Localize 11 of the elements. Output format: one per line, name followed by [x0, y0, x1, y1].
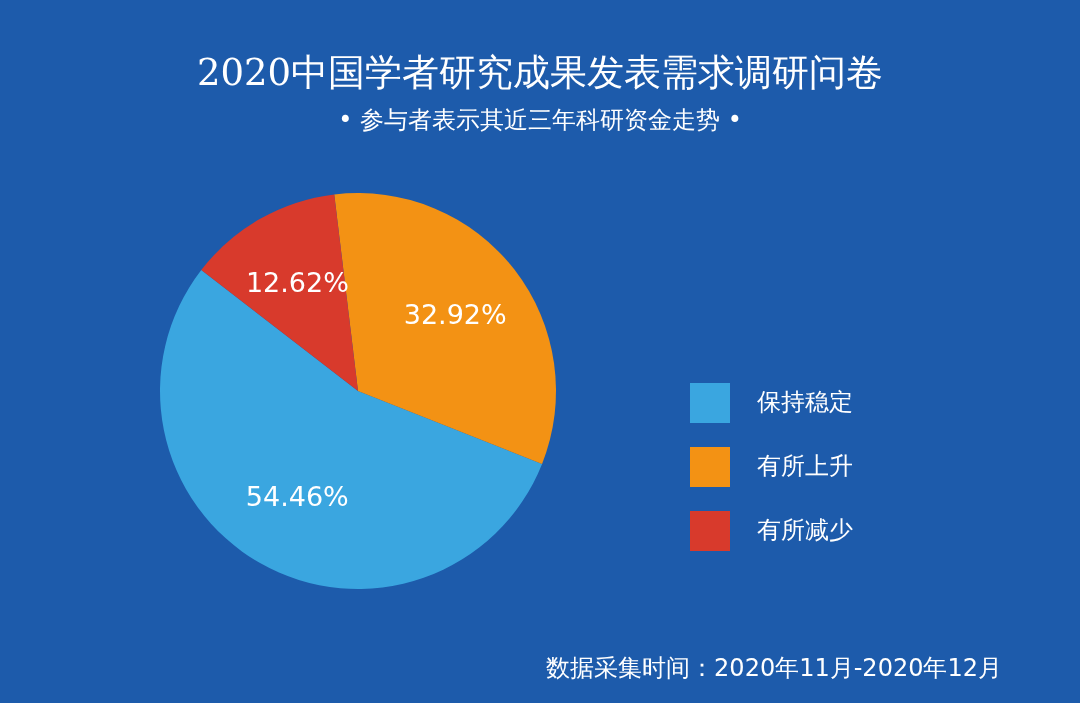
chart-subtitle: • 参与者表示其近三年科研资金走势 •	[338, 106, 742, 134]
pie-slice	[160, 269, 543, 589]
text: 数据采集时间：2020年11月-2020年12月	[546, 654, 1002, 682]
data-label: 54.46%	[245, 480, 349, 512]
legend-label: 有所上升	[757, 452, 853, 480]
legend-label: 保持稳定	[757, 388, 853, 416]
pie-slice	[201, 194, 358, 391]
chart-title: 2020中国学者研究成果发表需求调研问卷	[196, 51, 884, 94]
data-label: 12.62%	[245, 267, 349, 299]
data-label: 32.92%	[403, 299, 507, 331]
legend-label: 有所减少	[757, 516, 853, 544]
